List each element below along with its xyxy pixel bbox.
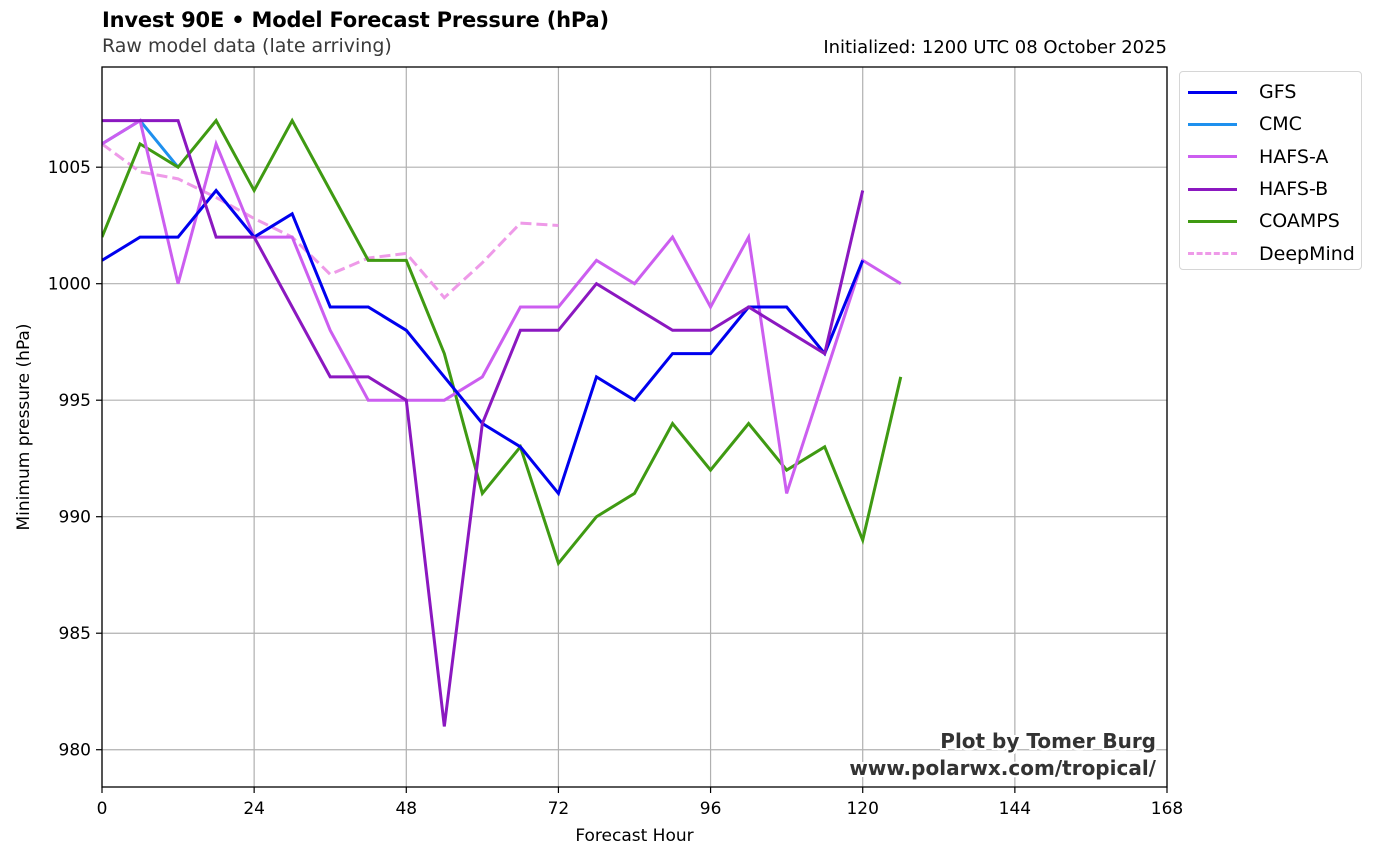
legend-item-coamps: COAMPS — [1180, 205, 1361, 237]
x-tick-label: 120 — [846, 799, 878, 819]
legend-swatch — [1188, 155, 1237, 159]
legend-item-cmc: CMC — [1180, 108, 1361, 140]
y-tick-label: 995 — [59, 391, 91, 411]
legend-swatch — [1188, 252, 1237, 256]
x-tick-label: 0 — [97, 799, 108, 819]
legend-label: GFS — [1259, 81, 1297, 104]
series-lines — [102, 117, 903, 727]
legend-label: HAFS-A — [1259, 145, 1329, 168]
y-tick-label: 1005 — [48, 158, 91, 178]
y-axis-label: Minimum pressure (hPa) — [14, 324, 34, 531]
x-tick-label: 168 — [1151, 799, 1183, 819]
legend-swatch — [1188, 122, 1237, 126]
legend-item-hafs-a: HAFS-A — [1180, 141, 1361, 173]
credit-author: Plot by Tomer Burg — [940, 729, 1156, 753]
legend-swatch — [1188, 90, 1237, 94]
y-tick-label: 980 — [59, 741, 91, 761]
x-tick-label: 96 — [700, 799, 722, 819]
plot-frame — [101, 66, 1168, 788]
y-tick-label: 990 — [59, 508, 91, 528]
legend-label: COAMPS — [1259, 210, 1340, 233]
series-line-hafs-a — [102, 118, 902, 494]
legend-label: HAFS-B — [1259, 178, 1329, 201]
chart-title: Invest 90E • Model Forecast Pressure (hP… — [102, 8, 609, 32]
x-axis-ticks: 0 24 48 72 96 120 144 168 — [97, 787, 1183, 819]
initialized-time: Initialized: 1200 UTC 08 October 2025 — [823, 37, 1167, 58]
x-tick-label: 144 — [999, 799, 1031, 819]
y-tick-label: 1000 — [48, 275, 91, 295]
legend-item-hafs-b: HAFS-B — [1180, 173, 1361, 205]
series-line-coamps — [102, 117, 903, 567]
chart-subtitle: Raw model data (late arriving) — [102, 35, 392, 57]
credit-url[interactable]: www.polarwx.com/tropical/ — [849, 756, 1156, 780]
legend-item-deepmind: DeepMind — [1180, 237, 1361, 269]
x-tick-label: 72 — [548, 799, 570, 819]
x-axis-label: Forecast Hour — [575, 826, 693, 846]
y-tick-label: 985 — [59, 624, 91, 644]
y-axis-ticks: 980 985 990 995 1000 1005 — [48, 158, 102, 761]
legend-swatch — [1188, 187, 1237, 191]
legend-swatch — [1188, 219, 1237, 223]
legend-label: CMC — [1259, 113, 1302, 136]
legend-item-gfs: GFS — [1180, 76, 1361, 108]
legend-label: DeepMind — [1259, 242, 1355, 265]
x-tick-label: 48 — [395, 799, 417, 819]
x-tick-label: 24 — [243, 799, 265, 819]
legend: GFS CMC HAFS-A HAFS-B COAMPS DeepMind — [1179, 71, 1362, 270]
